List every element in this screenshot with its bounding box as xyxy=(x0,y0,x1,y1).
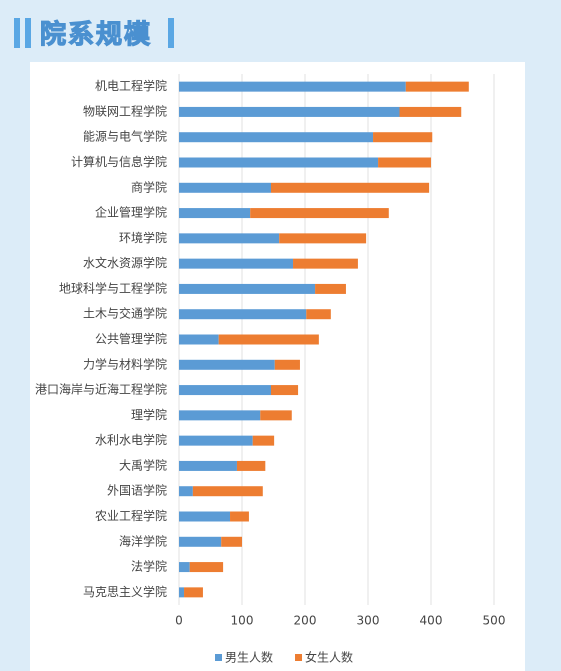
x-tick-label: 200 xyxy=(294,614,317,628)
bar-segment xyxy=(189,562,224,573)
bar-segment xyxy=(179,562,190,573)
legend-swatch xyxy=(215,654,222,661)
y-tick-label: 企业管理学院 xyxy=(95,205,167,220)
bar-segment xyxy=(230,511,249,522)
y-tick-label: 理学院 xyxy=(131,407,167,422)
y-tick-label: 外国语学院 xyxy=(107,483,167,498)
y-tick-label: 土木与交通学院 xyxy=(83,306,167,321)
y-tick-label: 机电工程学院 xyxy=(95,78,167,93)
bar-segment xyxy=(179,106,400,117)
y-tick-label: 水利水电学院 xyxy=(95,432,167,447)
bar-segment xyxy=(270,385,299,396)
bar-segment xyxy=(179,132,374,143)
bar-segment xyxy=(373,132,433,143)
page-title: 院系规模 xyxy=(39,19,153,50)
bar-segment xyxy=(236,460,266,471)
bar-segment xyxy=(179,334,219,345)
bar-segment xyxy=(270,182,430,193)
x-tick-label: 500 xyxy=(483,614,506,628)
bar-segment xyxy=(192,486,263,497)
x-tick-label: 300 xyxy=(357,614,380,628)
bar-segment xyxy=(274,359,300,370)
legend-label: 男生人数 xyxy=(225,650,273,665)
y-tick-label: 大禹学院 xyxy=(119,457,167,472)
y-tick-label: 力学与材料学院 xyxy=(83,356,167,371)
bar-segment xyxy=(378,157,431,168)
bar-segment xyxy=(179,536,222,547)
y-tick-label: 环境学院 xyxy=(119,230,167,245)
y-tick-label: 马克思主义学院 xyxy=(83,584,167,599)
decoration xyxy=(25,18,31,48)
y-tick-label: 海洋学院 xyxy=(119,533,167,548)
bar-segment xyxy=(179,486,193,497)
bar-segment xyxy=(306,309,331,320)
y-tick-label: 计算机与信息学院 xyxy=(71,154,167,169)
bar-segment xyxy=(179,359,275,370)
bar-segment xyxy=(279,233,367,244)
x-tick-label: 0 xyxy=(175,614,183,628)
bar-segment xyxy=(179,587,185,598)
bar-segment xyxy=(179,410,261,421)
bar-segment xyxy=(179,460,237,471)
bar-segment xyxy=(179,511,231,522)
bar-segment xyxy=(179,435,253,446)
bar-segment xyxy=(218,334,319,345)
bar-segment xyxy=(179,283,316,294)
bar-segment xyxy=(315,283,346,294)
bar-segment xyxy=(252,435,275,446)
bar-segment xyxy=(184,587,203,598)
bar-segment xyxy=(179,233,280,244)
bar-segment xyxy=(179,208,251,219)
y-tick-label: 商学院 xyxy=(131,179,167,194)
bar-segment xyxy=(179,258,294,269)
y-tick-label: 物联网工程学院 xyxy=(83,103,167,118)
bar-segment xyxy=(293,258,358,269)
y-tick-label: 能源与电气学院 xyxy=(83,129,167,144)
y-tick-label: 公共管理学院 xyxy=(95,331,167,346)
bar-segment xyxy=(179,81,406,92)
decoration xyxy=(14,18,20,48)
x-tick-label: 400 xyxy=(420,614,443,628)
y-tick-label: 港口海岸与近海工程学院 xyxy=(35,382,167,397)
y-tick-label: 地球科学与工程学院 xyxy=(59,280,167,295)
bar-segment xyxy=(250,208,389,219)
y-tick-label: 水文水资源学院 xyxy=(83,255,167,270)
bar-segment xyxy=(399,106,462,117)
bar-segment xyxy=(179,182,271,193)
y-tick-label: 法学院 xyxy=(131,559,167,574)
x-tick-label: 100 xyxy=(231,614,254,628)
bar-segment xyxy=(179,157,379,168)
bar-segment xyxy=(260,410,292,421)
legend-swatch xyxy=(295,654,303,661)
bar-segment xyxy=(179,385,271,396)
bar-segment xyxy=(405,81,469,92)
y-tick-label: 农业工程学院 xyxy=(95,508,167,523)
decoration xyxy=(168,18,174,48)
bar-segment xyxy=(179,309,307,320)
legend-label: 女生人数 xyxy=(305,650,353,665)
bar-segment xyxy=(221,536,242,547)
